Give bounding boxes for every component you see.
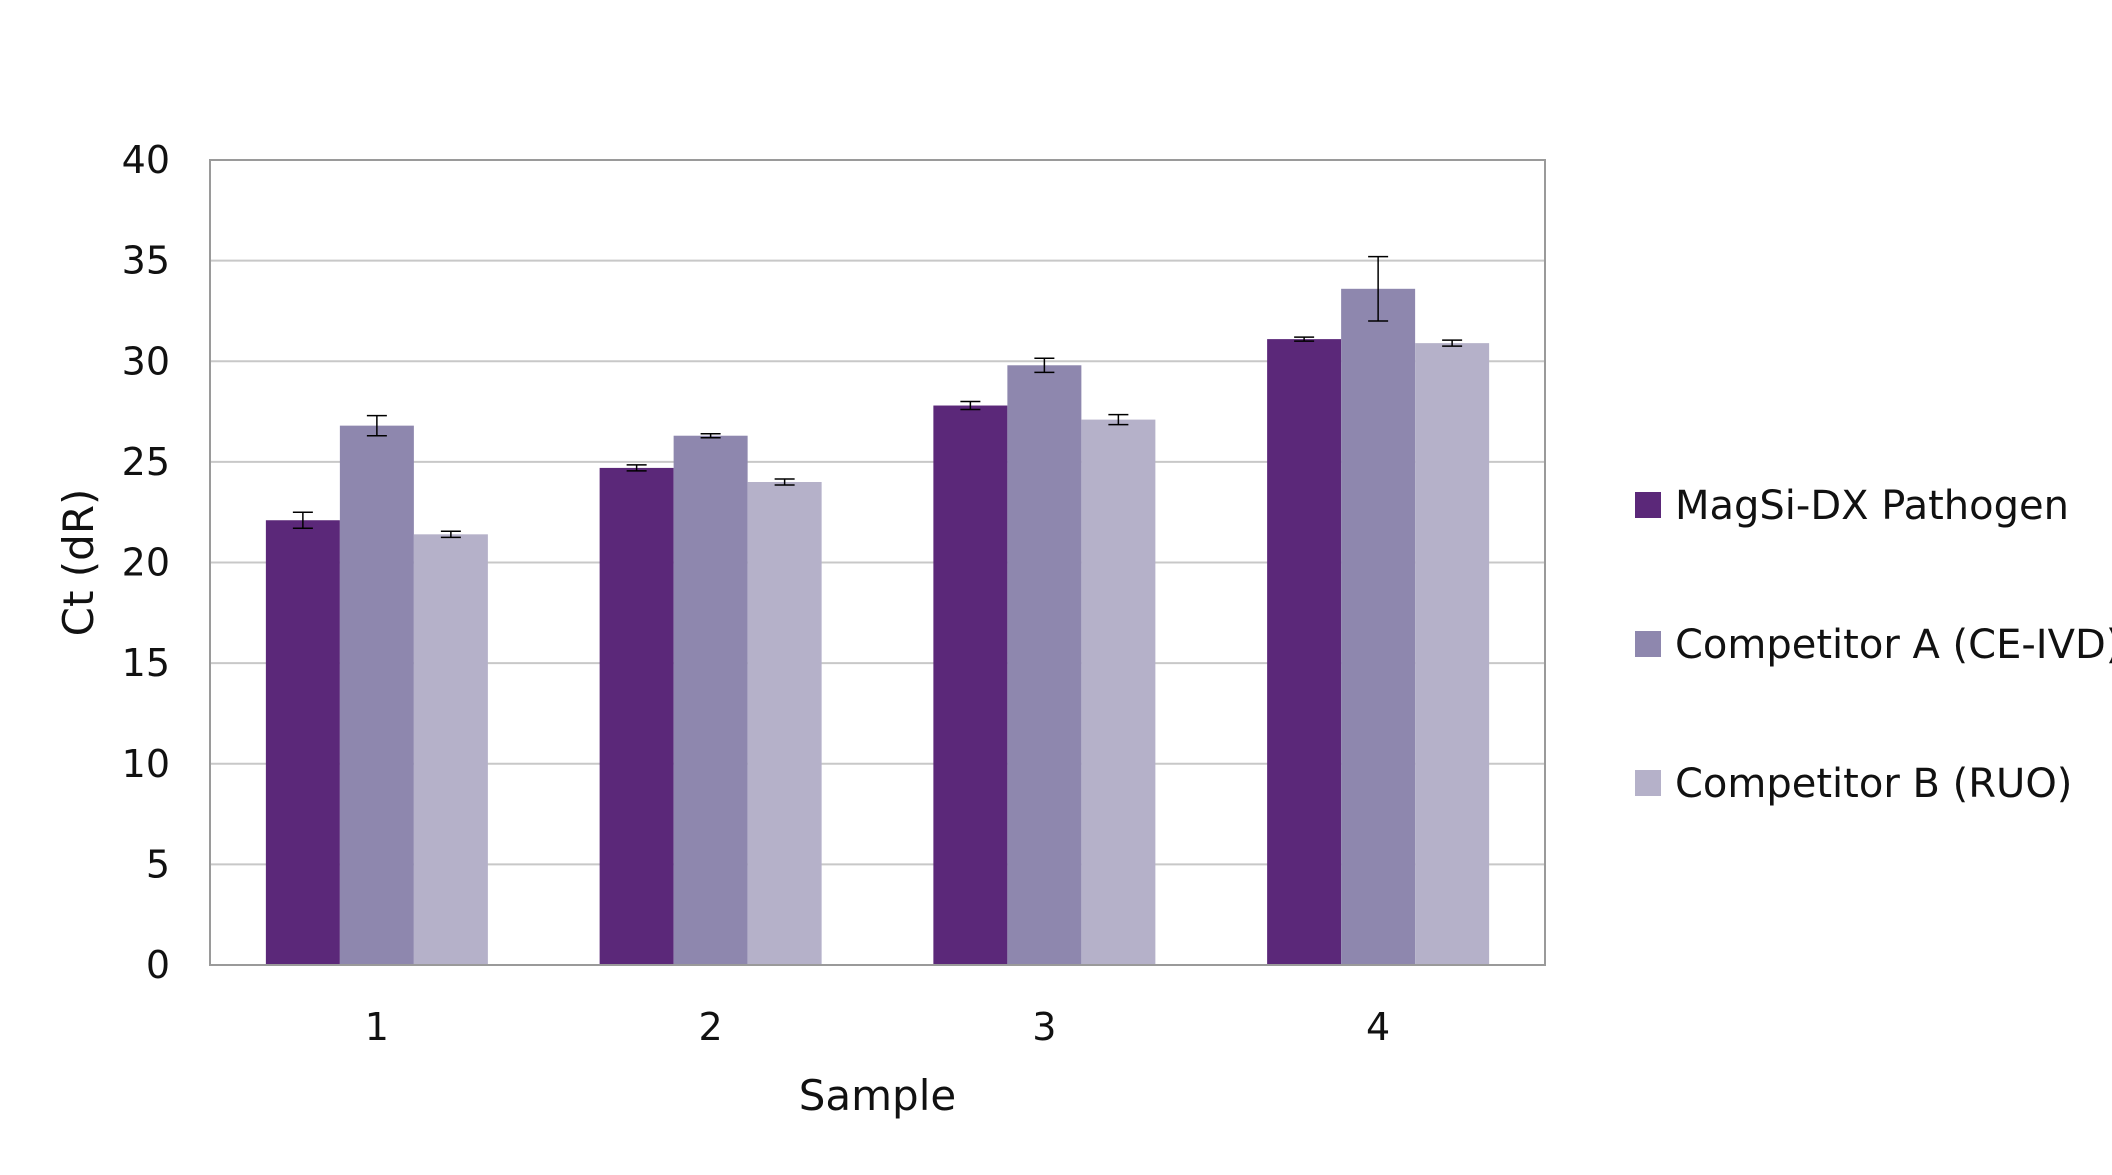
y-tick-label: 40 [122,138,170,182]
bar-2-2 [673,435,748,965]
error-bar [626,464,647,472]
legend-item: MagSi-DX Pathogen [1635,483,2069,529]
y-tick-label: 30 [122,339,170,383]
bar-2-4 [1341,288,1416,965]
legend-label: MagSi-DX Pathogen [1675,483,2069,529]
error-bar [700,432,721,439]
x-tick-label: 4 [1366,1005,1390,1049]
y-tick-label: 5 [146,842,170,886]
x-tick-label: 1 [365,1005,389,1049]
legend-swatch [1635,770,1661,796]
bar-1-3 [933,405,1008,965]
plot-area-frame [209,159,1546,966]
bar-1-4 [1267,339,1342,965]
error-bars [292,255,1463,539]
x-tick-label: 3 [1032,1005,1056,1049]
bar-3-3 [1081,419,1156,965]
y-tick-label: 0 [146,943,170,987]
bars [265,288,1490,965]
bar-1-2 [599,467,674,965]
legend-swatch [1635,631,1661,657]
error-bar [1108,413,1129,426]
bar-3-2 [747,482,822,965]
error-bar [1294,336,1315,342]
legend-label: Competitor B (RUO) [1675,761,2072,807]
y-tick-label: 35 [122,239,170,283]
error-bar [960,400,981,411]
y-axis-tick-labels: 0 5 10 15 20 25 30 35 40 [122,138,170,987]
bar-3-4 [1415,343,1490,965]
error-bar [1034,357,1055,374]
x-tick-label: 2 [699,1005,723,1049]
error-bar [440,530,461,539]
bar-3-1 [413,534,488,965]
legend: MagSi-DX Pathogen Competitor A (CE-IVD) Co… [1635,483,2112,807]
bar-2-1 [339,425,414,965]
legend-label: Competitor A (CE-IVD) [1675,622,2112,668]
y-tick-label: 10 [122,742,170,786]
y-tick-label: 15 [122,641,170,685]
legend-swatch [1635,492,1661,518]
x-axis-tick-labels: 1 2 3 4 [365,1005,1390,1049]
error-bar [1442,339,1463,347]
error-bar [366,414,387,437]
bar-1-1 [265,520,340,965]
legend-item: Competitor A (CE-IVD) [1635,622,2112,668]
y-tick-label: 25 [122,440,170,484]
legend-item: Competitor B (RUO) [1635,761,2072,807]
error-bar [292,511,313,530]
error-bar [774,478,795,486]
y-tick-label: 20 [122,541,170,585]
y-axis-title: Ct (dR) [54,489,103,637]
error-bar [1368,255,1389,322]
x-axis-title: Sample [799,1071,956,1120]
bar-2-3 [1007,365,1082,965]
